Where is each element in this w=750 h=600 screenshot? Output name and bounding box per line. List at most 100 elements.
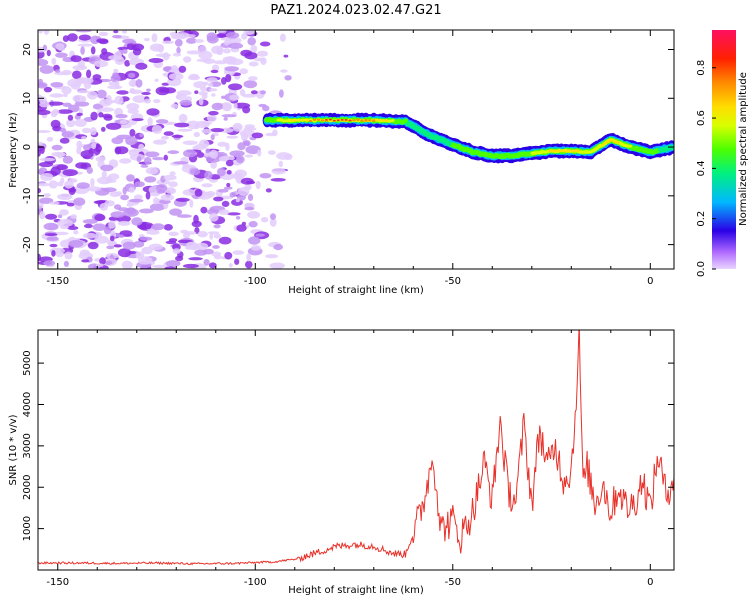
noise-blob	[99, 203, 109, 211]
noise-blob	[242, 106, 251, 114]
noise-blob	[146, 108, 160, 116]
ridge-blob	[599, 145, 603, 147]
noise-blob	[210, 160, 218, 169]
ridge-blob	[325, 119, 328, 121]
noise-blob	[232, 250, 245, 255]
noise-blob	[169, 171, 176, 176]
noise-blob	[43, 260, 56, 266]
ridge-blob	[453, 144, 457, 146]
noise-blob	[163, 224, 173, 231]
noise-blob	[114, 95, 124, 105]
noise-blob	[86, 166, 94, 174]
noise-blob	[96, 89, 107, 99]
noise-blob	[39, 211, 46, 220]
noise-blob	[157, 44, 164, 53]
ridge-blob	[504, 155, 508, 157]
noise-blob	[168, 181, 178, 188]
noise-blob	[128, 251, 136, 255]
noise-blob	[240, 49, 253, 57]
bottom-y-axis-label: SNR (10 * v/v)	[8, 414, 19, 485]
noise-blob	[271, 167, 286, 175]
noise-blob	[239, 68, 248, 75]
noise-blob	[132, 95, 148, 103]
noise-blob	[154, 78, 159, 83]
noise-blob	[179, 99, 192, 106]
ridge-blob	[486, 154, 490, 156]
noise-blob	[228, 83, 243, 91]
noise-blob	[144, 176, 157, 183]
noise-blob	[121, 260, 133, 269]
noise-blob	[136, 156, 142, 163]
noise-blob	[38, 130, 51, 133]
noise-blob	[81, 96, 87, 102]
noise-blob	[121, 30, 128, 34]
noise-blob	[248, 76, 258, 81]
noise-blob	[128, 187, 135, 193]
noise-blob	[38, 188, 42, 194]
ridge-blob	[556, 149, 559, 151]
noise-blob	[183, 231, 197, 235]
noise-blob	[260, 217, 269, 223]
noise-blob	[206, 77, 218, 83]
noise-blob	[76, 140, 83, 150]
y-tick-label: 0	[22, 144, 33, 150]
noise-blob	[171, 134, 184, 138]
noise-blob	[49, 93, 65, 98]
noise-blob	[172, 248, 181, 254]
noise-blob	[172, 52, 182, 57]
noise-blob	[87, 186, 101, 192]
ridge-blob	[364, 119, 368, 122]
ridge-blob	[496, 154, 500, 156]
noise-blob	[72, 70, 82, 80]
noise-blob	[62, 169, 78, 177]
noise-blob	[225, 159, 234, 167]
noise-blob	[173, 161, 189, 165]
y-tick-label: 4000	[22, 392, 33, 417]
noise-blob	[117, 46, 129, 51]
noise-blob	[164, 266, 176, 269]
ridge-blob	[287, 118, 291, 121]
ridge-blob	[340, 119, 344, 121]
noise-blob	[247, 211, 261, 219]
noise-blob	[77, 90, 90, 94]
noise-blob	[222, 56, 238, 64]
y-tick-label: 3000	[22, 433, 33, 458]
noise-blob	[216, 33, 227, 39]
noise-blob	[258, 103, 267, 108]
ridge-blob	[397, 121, 401, 123]
noise-blob	[224, 66, 240, 72]
noise-blob	[229, 94, 240, 101]
noise-blob	[169, 208, 183, 216]
ridge-blob	[536, 152, 540, 155]
noise-blob	[43, 86, 53, 93]
noise-blob	[73, 230, 79, 235]
noise-blob	[257, 50, 269, 57]
ridge-blob	[378, 119, 382, 121]
ridge-blob	[441, 139, 445, 142]
colorbar-tick-label: 0.2	[696, 211, 707, 227]
noise-blob	[106, 245, 115, 250]
noise-blob	[218, 156, 230, 162]
ridge-blob	[644, 150, 648, 152]
ridge-blob	[633, 147, 636, 149]
noise-blob	[221, 114, 237, 118]
noise-blob	[227, 212, 241, 216]
ridge-blob	[425, 133, 429, 135]
ridge-blob	[309, 120, 312, 122]
noise-blob	[265, 254, 279, 259]
noise-blob	[101, 170, 108, 179]
snr-frame	[37, 329, 675, 571]
bottom-x-ticks: -150 -100 -50 0	[46, 330, 653, 588]
noise-blob	[123, 208, 139, 217]
noise-blob	[51, 250, 56, 257]
ridge-blob	[434, 137, 438, 140]
noise-blob	[92, 223, 107, 231]
noise-blob	[245, 260, 253, 269]
noise-blob	[77, 59, 86, 69]
noise-blob	[144, 157, 152, 165]
noise-blob	[145, 191, 151, 200]
noise-blob	[131, 118, 144, 122]
noise-blob	[201, 183, 213, 188]
noise-blob	[73, 197, 86, 206]
ridge-blob	[506, 154, 510, 156]
